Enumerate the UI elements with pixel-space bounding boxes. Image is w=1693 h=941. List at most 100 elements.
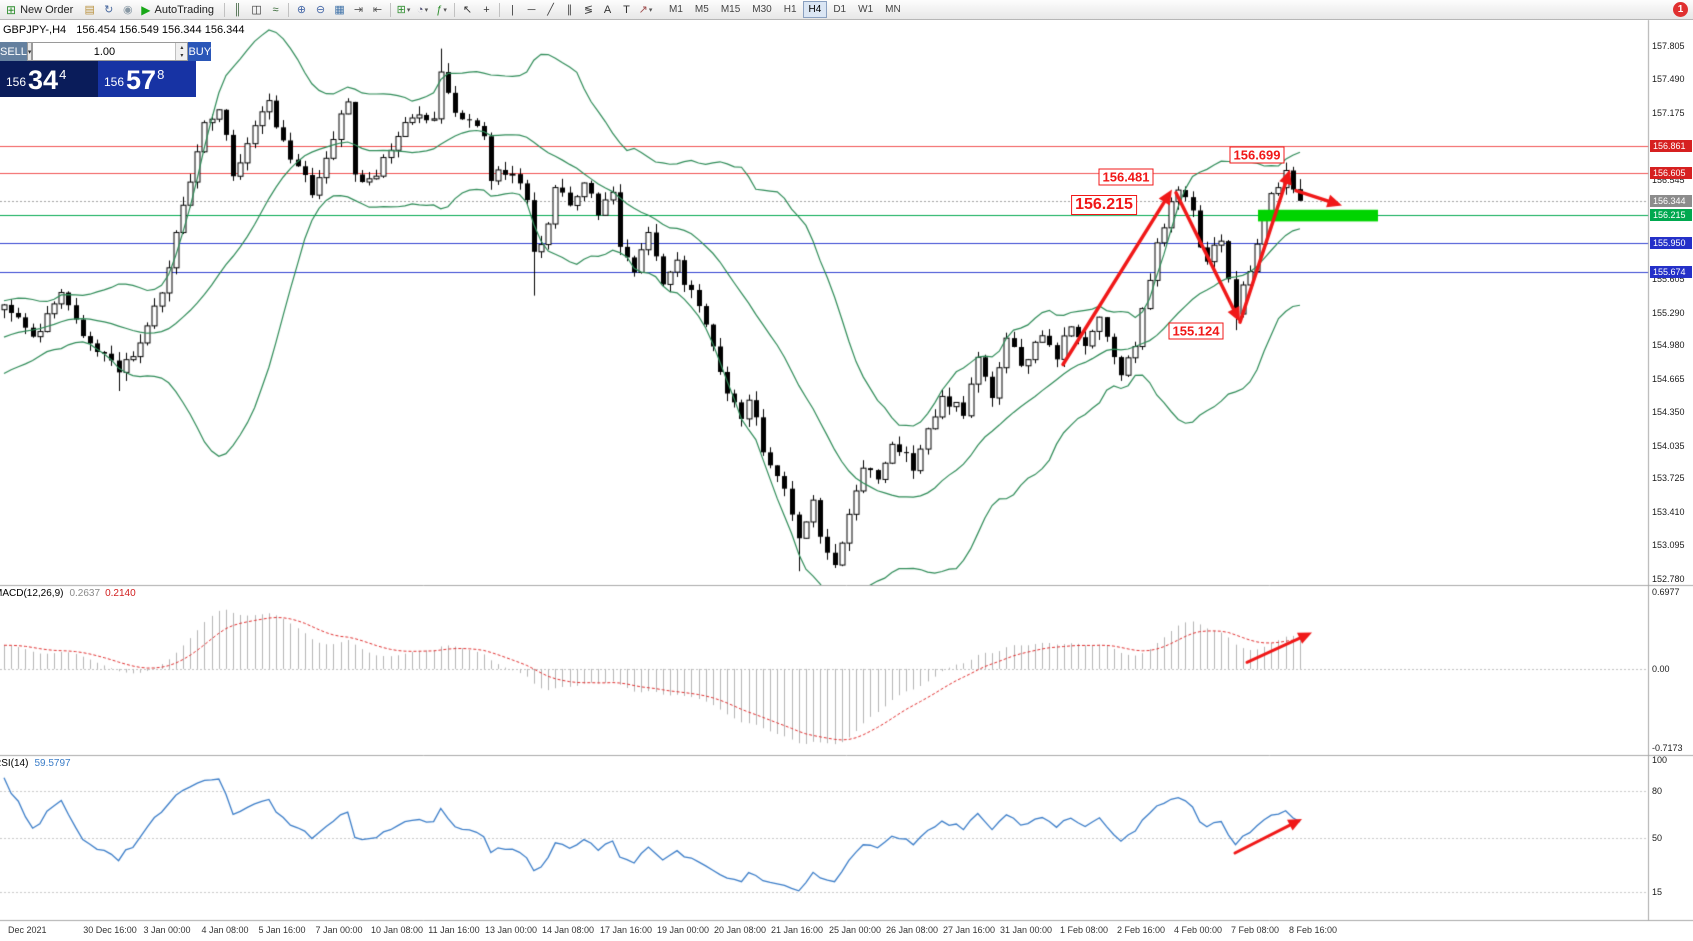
time-axis-label: 14 Jan 08:00 bbox=[541, 925, 595, 935]
chart-shift-icon[interactable]: ⇤ bbox=[372, 4, 383, 16]
zoom-out-icon[interactable]: ⊖ bbox=[315, 4, 326, 16]
indicators-icon[interactable]: ƒ ▾ bbox=[436, 3, 447, 16]
volume-stepper: ▴ ▾ bbox=[175, 43, 188, 60]
macd-main-value: 0.2637 bbox=[69, 588, 101, 599]
bid-price-integer: 156 bbox=[6, 75, 27, 89]
price-axis-label: 153.095 bbox=[1652, 540, 1685, 551]
rsi-axis-label: 50 bbox=[1652, 832, 1663, 843]
toolbar-separator bbox=[224, 2, 226, 17]
timeframe-m30-button[interactable]: M30 bbox=[752, 4, 772, 15]
time-axis-label: 1 Feb 08:00 bbox=[1059, 925, 1109, 935]
chart-title: GBPJPY-,H4 156.454 156.549 156.344 156.3… bbox=[3, 24, 244, 36]
cursor-icon[interactable]: ↖ bbox=[462, 4, 473, 16]
time-axis-label: 31 Jan 00:00 bbox=[999, 925, 1053, 935]
ohlc-values: 156.454 156.549 156.344 156.344 bbox=[76, 24, 245, 36]
new-window-icon[interactable]: ⊞ ▾ bbox=[396, 4, 411, 16]
sell-price-button[interactable]: 156 34 4 bbox=[0, 61, 98, 97]
ask-price-pipette: 8 bbox=[157, 67, 165, 82]
time-axis-label: 4 Feb 00:00 bbox=[1173, 925, 1223, 935]
price-axis-label: 155.605 bbox=[1652, 274, 1685, 285]
bid-price-pipette: 4 bbox=[59, 67, 67, 82]
fibonacci-icon[interactable]: ≶ bbox=[583, 4, 594, 16]
macd-indicator-label: MACD(12,26,9) 0.2637 0.2140 bbox=[0, 588, 136, 599]
toolbar-separator bbox=[390, 2, 392, 17]
chart-annotation: 156.699 bbox=[1229, 146, 1285, 164]
chart-annotation: 156.481 bbox=[1098, 168, 1154, 186]
line-chart-icon[interactable]: ≈ bbox=[272, 3, 279, 16]
time-axis-label: 3 Jan 00:00 bbox=[143, 925, 191, 935]
time-axis-label: 7 Feb 08:00 bbox=[1230, 925, 1280, 935]
macd-axis-label: 0.6977 bbox=[1652, 587, 1680, 597]
price-level-badge: 156.344 bbox=[1650, 194, 1692, 207]
price-axis-label: 155.290 bbox=[1652, 307, 1685, 318]
price-level-badge: 156.215 bbox=[1650, 208, 1692, 221]
toolbar-separator bbox=[499, 2, 501, 17]
time-axis-label: 25 Jan 00:00 bbox=[828, 925, 882, 935]
time-axis-label: 20 Jan 08:00 bbox=[713, 925, 767, 935]
volume-down-icon[interactable]: ▾ bbox=[180, 53, 184, 60]
tile-windows-icon[interactable]: ▦ bbox=[334, 4, 345, 16]
candlestick-icon[interactable]: ◫ bbox=[251, 4, 262, 16]
period-icon[interactable]: ◔ ▾ bbox=[416, 3, 429, 16]
chart-annotation: 156.215 bbox=[1071, 195, 1137, 215]
text-icon[interactable]: A bbox=[603, 3, 612, 16]
timeframe-m15-button[interactable]: M15 bbox=[720, 4, 741, 15]
notification-badge[interactable]: 1 bbox=[1673, 2, 1688, 17]
sell-button[interactable]: SELL bbox=[0, 42, 27, 61]
volume-dropdown-icon[interactable]: ▾ bbox=[26, 42, 33, 61]
price-axis-label: 157.805 bbox=[1652, 40, 1685, 51]
profiles-icon[interactable]: ▤ bbox=[84, 4, 95, 16]
rsi-indicator-label: RSI(14) 59.5797 bbox=[0, 758, 71, 769]
price-axis-label: 152.780 bbox=[1652, 573, 1685, 584]
arrows-icon[interactable]: ↗ ▾ bbox=[638, 4, 653, 16]
price-axis-label: 157.490 bbox=[1652, 74, 1685, 85]
toolbar-separator bbox=[454, 2, 456, 17]
rsi-value: 59.5797 bbox=[34, 758, 71, 769]
ask-price-integer: 156 bbox=[104, 75, 125, 89]
one-click-trading-panel: SELL ▾ ▴ ▾ BUY 156 34 4 156 bbox=[0, 42, 212, 97]
timeframe-h1-button[interactable]: H1 bbox=[783, 4, 797, 15]
autotrading-button[interactable]: ▶ AutoTrading bbox=[137, 2, 221, 18]
symbol-period-label: GBPJPY-,H4 bbox=[3, 24, 67, 36]
price-level-badge: 156.861 bbox=[1650, 140, 1692, 153]
price-level-badge: 155.674 bbox=[1650, 265, 1692, 278]
trendline-icon[interactable]: ╱ bbox=[547, 4, 554, 16]
time-axis-label: 7 Jan 00:00 bbox=[315, 925, 363, 935]
volume-up-icon[interactable]: ▴ bbox=[180, 44, 184, 51]
macd-axis-label: 0.00 bbox=[1652, 663, 1670, 674]
new-window-icon-dropdown[interactable]: ▾ bbox=[406, 6, 411, 14]
auto-scroll-icon[interactable]: ⇥ bbox=[353, 4, 364, 16]
horizontal-line-icon[interactable]: ─ bbox=[527, 3, 536, 16]
chart-annotation: 155.124 bbox=[1168, 322, 1224, 340]
vertical-line-icon[interactable]: | bbox=[511, 3, 514, 16]
timeframe-m5-button[interactable]: M5 bbox=[694, 4, 709, 15]
macd-axis-label: -0.7173 bbox=[1652, 743, 1683, 753]
crosshair-icon[interactable]: + bbox=[483, 3, 490, 16]
price-axis-label: 154.665 bbox=[1652, 373, 1685, 384]
time-axis-label: Dec 2021 bbox=[8, 925, 47, 935]
channel-icon[interactable]: ∥ bbox=[566, 4, 573, 16]
zoom-in-icon[interactable]: ⊕ bbox=[296, 4, 307, 16]
indicators-icon-dropdown[interactable]: ▾ bbox=[443, 6, 447, 14]
time-axis-label: 2 Feb 16:00 bbox=[1116, 925, 1166, 935]
volume-input[interactable] bbox=[33, 43, 176, 60]
buy-price-button[interactable]: 156 57 8 bbox=[98, 61, 196, 97]
timeframe-h4-button[interactable]: H4 bbox=[802, 1, 828, 18]
time-axis-label: 11 Jan 16:00 bbox=[428, 925, 480, 935]
bar-chart-icon[interactable]: ║ bbox=[233, 3, 242, 16]
community-icon[interactable]: ◉ bbox=[122, 4, 133, 16]
timeframe-mn-button[interactable]: MN bbox=[885, 4, 901, 15]
bid-price-pips: 34 bbox=[28, 65, 59, 95]
timeframe-w1-button[interactable]: W1 bbox=[858, 4, 874, 15]
refresh-icon[interactable]: ↻ bbox=[104, 4, 114, 16]
label-icon[interactable]: T bbox=[623, 3, 630, 16]
arrows-icon-dropdown[interactable]: ▾ bbox=[648, 6, 653, 14]
price-level-badge: 155.950 bbox=[1650, 236, 1692, 249]
buy-button[interactable]: BUY bbox=[188, 42, 212, 61]
timeframe-m1-button[interactable]: M1 bbox=[669, 4, 683, 15]
timeframe-d1-button[interactable]: D1 bbox=[833, 4, 847, 15]
period-icon-dropdown[interactable]: ▾ bbox=[424, 6, 429, 14]
new-order-button[interactable]: ⊞ New Order bbox=[2, 2, 80, 18]
